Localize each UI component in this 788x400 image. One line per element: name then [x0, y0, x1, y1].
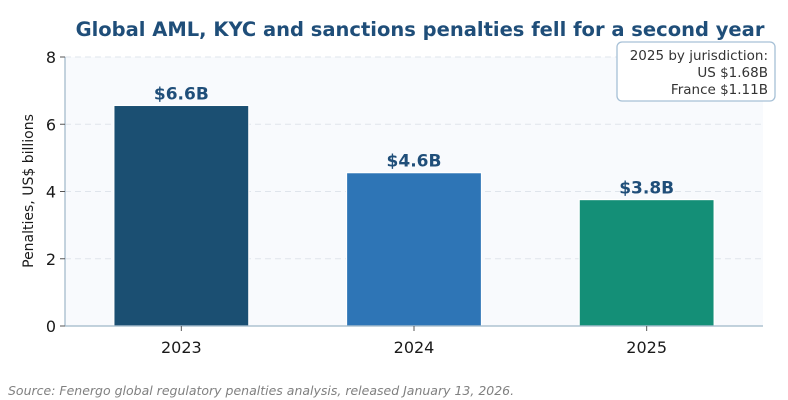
annotation-us: US $1.68B	[697, 65, 768, 81]
jurisdiction-annotation: 2025 by jurisdiction: US $1.68B France $…	[616, 41, 776, 102]
bar-2025	[578, 198, 715, 327]
x-tick-label: 2025	[626, 338, 667, 357]
bar-value-label: $6.6B	[154, 84, 209, 104]
y-tick-label: 8	[46, 48, 56, 67]
bar-2024	[345, 172, 483, 327]
y-tick-label: 4	[46, 183, 56, 202]
x-tick-label: 2024	[394, 338, 435, 357]
x-tick-label: 2023	[161, 338, 202, 357]
source-note: Source: Fenergo global regulatory penalt…	[8, 383, 514, 398]
bars	[113, 104, 715, 327]
bar-value-label: $4.6B	[387, 152, 442, 172]
bar-value-label: $3.8B	[619, 179, 674, 199]
bar-labels: $6.6B $4.6B $3.8B	[154, 84, 674, 198]
bar-2023	[113, 104, 250, 327]
y-tick-label: 6	[46, 115, 56, 134]
y-tick-label: 2	[46, 250, 56, 269]
x-axis-ticks: 2023 2024 2025	[161, 326, 667, 357]
y-tick-label: 0	[46, 317, 56, 336]
y-axis-ticks: 0 2 4 6 8	[46, 48, 65, 336]
annotation-heading: 2025 by jurisdiction:	[630, 48, 768, 64]
annotation-box	[616, 41, 776, 102]
annotation-france: France $1.11B	[671, 82, 768, 98]
chart-title: Global AML, KYC and sanctions penalties …	[76, 18, 765, 41]
y-axis-label: Penalties, US$ billions	[21, 114, 37, 268]
